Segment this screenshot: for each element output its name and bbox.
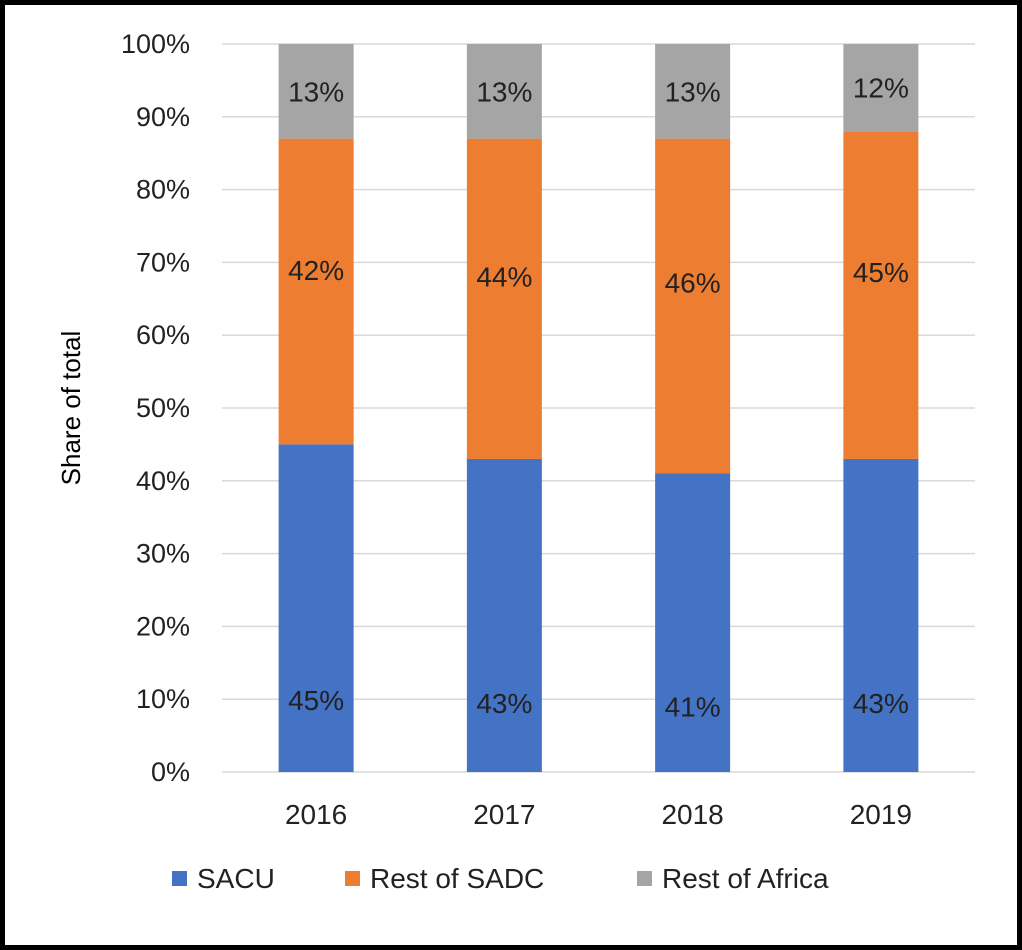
bar-segment-rest-of-africa [278,44,354,139]
data-label: 45% [288,685,344,716]
bar-segment-rest-of-africa [466,44,542,139]
y-tick-label: 70% [136,247,190,277]
y-tick-label: 30% [136,539,190,569]
data-label: 13% [288,76,344,107]
bar-segment-sacu [655,473,731,772]
data-label: 13% [665,76,721,107]
data-label: 13% [476,76,532,107]
bar-segment-sacu [278,444,354,772]
bars [278,44,919,772]
legend-swatch [637,871,652,886]
y-tick-label: 40% [136,466,190,496]
bar-segment-rest-of-sadc [466,138,542,459]
bar-segment-rest-of-sadc [278,138,354,445]
x-tick-label: 2016 [285,799,347,830]
data-label: 44% [476,261,532,292]
bar-segment-rest-of-sadc [843,131,919,459]
data-labels: 45% 42% 13% 43% 44% 13% 41% 46% 13% 43% 45% 12% [288,73,909,723]
x-tick-label: 2019 [850,799,912,830]
y-tick-label: 60% [136,320,190,350]
legend-label: Rest of SADC [370,863,544,894]
y-tick-label: 10% [136,684,190,714]
bar-segment-rest-of-sadc [655,138,731,474]
data-label: 45% [853,257,909,288]
y-tick-label: 0% [151,757,190,787]
x-tick-label: 2018 [661,799,723,830]
y-tick-label: 20% [136,611,190,641]
data-label: 43% [476,688,532,719]
x-axis-categories: 2016 2017 2018 2019 [285,799,912,830]
bar-segment-sacu [466,458,542,772]
y-tick-label: 90% [136,102,190,132]
data-label: 43% [853,688,909,719]
legend-label: SACU [197,863,275,894]
y-tick-label: 50% [136,393,190,423]
data-label: 12% [853,73,909,104]
legend: SACU Rest of SADC Rest of Africa [172,863,829,894]
x-tick-label: 2017 [473,799,535,830]
y-tick-label: 80% [136,175,190,205]
y-axis-ticks: 0% 10% 20% 30% 40% 50% 60% 70% 80% 90% 100% [121,29,190,787]
data-label: 41% [665,691,721,722]
data-label: 46% [665,268,721,299]
data-label: 42% [288,255,344,286]
y-axis-label: Share of total [56,331,86,486]
legend-label: Rest of Africa [662,863,829,894]
bar-segment-sacu [843,458,919,772]
legend-swatch [345,871,360,886]
y-tick-label: 100% [121,29,190,59]
bar-segment-rest-of-africa [655,44,731,139]
bar-segment-rest-of-africa [843,44,919,132]
legend-swatch [172,871,187,886]
